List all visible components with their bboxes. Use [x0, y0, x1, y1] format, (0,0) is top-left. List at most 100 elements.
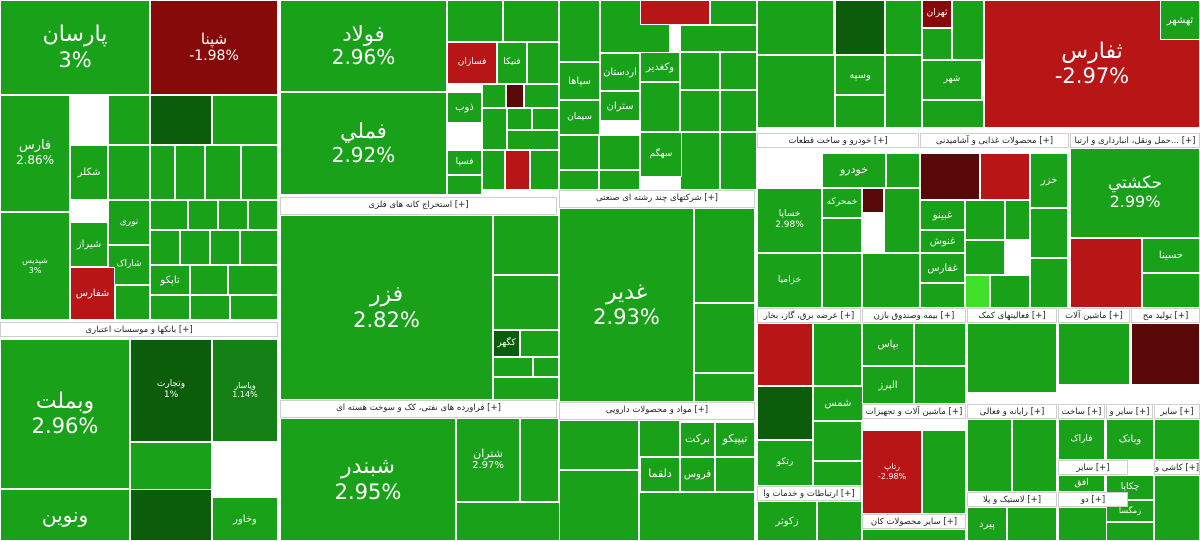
treemap-cell[interactable]	[886, 153, 920, 188]
treemap-cell[interactable]	[822, 218, 862, 253]
treemap-cell[interactable]	[559, 135, 599, 170]
treemap-cell[interactable]	[680, 52, 720, 90]
treemap-cell[interactable]	[1012, 419, 1057, 492]
treemap-cell[interactable]	[1106, 522, 1154, 541]
treemap-cell[interactable]	[241, 145, 278, 200]
treemap-cell[interactable]	[980, 153, 1030, 200]
treemap-cell[interactable]	[1030, 208, 1068, 258]
treemap-cell[interactable]	[835, 0, 885, 55]
treemap-cell[interactable]	[130, 442, 212, 497]
stock-tile[interactable]: سیمان	[559, 100, 600, 135]
stock-tile[interactable]: سپاها	[559, 62, 600, 100]
sector-header[interactable]: ارتباطات و خدمات وا [+]	[757, 486, 861, 501]
treemap-cell[interactable]	[248, 200, 278, 230]
treemap-cell[interactable]	[965, 200, 1005, 240]
stock-tile[interactable]: فولاد 2.96%	[280, 0, 447, 92]
stock-tile[interactable]: خمحرکه	[822, 188, 862, 218]
sector-header[interactable]: تولید مح [+]	[1131, 308, 1200, 323]
stock-tile[interactable]: وسپه	[835, 55, 885, 95]
treemap-cell[interactable]	[694, 208, 755, 303]
stock-tile[interactable]: وبملت 2.96%	[0, 339, 130, 489]
treemap-cell[interactable]	[493, 357, 533, 377]
stock-tile[interactable]: فنيكا	[497, 42, 527, 84]
treemap-cell[interactable]	[150, 95, 212, 145]
treemap-cell[interactable]	[680, 132, 720, 190]
sector-header[interactable]: رایانه و فعالی [+]	[967, 404, 1057, 419]
treemap-cell[interactable]	[212, 95, 278, 145]
treemap-cell[interactable]	[720, 90, 757, 132]
stock-tile[interactable]: شبندر 2.95%	[280, 418, 456, 541]
treemap-cell[interactable]	[482, 84, 506, 108]
treemap-cell[interactable]	[230, 295, 278, 320]
sector-header[interactable]: ساخت [+]	[1058, 404, 1105, 419]
stock-tile[interactable]: وکغدیر	[640, 52, 680, 82]
stock-tile[interactable]: ذوب	[447, 92, 482, 123]
stock-tile[interactable]: خساپا 2.98%	[757, 188, 822, 253]
treemap-cell[interactable]	[1005, 200, 1030, 240]
treemap-cell[interactable]	[493, 275, 559, 330]
treemap-cell[interactable]	[965, 275, 990, 308]
treemap-cell[interactable]	[862, 529, 966, 541]
sector-header[interactable]: سایر [+]	[1154, 404, 1200, 419]
treemap-cell[interactable]	[822, 253, 862, 308]
stock-tile[interactable]: کگهر	[493, 330, 520, 357]
treemap-cell[interactable]	[190, 295, 230, 320]
treemap-cell[interactable]	[922, 100, 984, 128]
stock-tile[interactable]: سهگم	[640, 132, 682, 177]
treemap-cell[interactable]	[1142, 273, 1200, 308]
treemap-cell[interactable]	[757, 323, 813, 386]
stock-tile[interactable]: ثهشهر	[1160, 0, 1200, 40]
treemap-cell[interactable]	[1030, 258, 1068, 308]
treemap-cell[interactable]	[885, 0, 922, 55]
sector-header[interactable]: عرضه برق، گاز، بخار [+]	[757, 308, 861, 323]
treemap-cell[interactable]	[639, 492, 755, 541]
stock-tile[interactable]: رتاپ -2.98%	[862, 430, 922, 514]
treemap-cell[interactable]	[532, 108, 559, 130]
treemap-cell[interactable]	[639, 420, 680, 457]
stock-tile[interactable]: فارس 2.86%	[0, 95, 70, 212]
treemap-cell[interactable]	[493, 377, 559, 400]
treemap-cell[interactable]	[180, 230, 210, 265]
sector-header[interactable]: شرکتهای چند رشته ای صنعتی [+]	[559, 190, 755, 208]
treemap-cell[interactable]	[680, 25, 757, 52]
stock-tile[interactable]: وتجارت 1%	[130, 339, 212, 442]
sector-header[interactable]: دو [+]	[1058, 492, 1128, 507]
treemap-cell[interactable]	[456, 502, 560, 541]
treemap-cell[interactable]	[530, 150, 559, 190]
treemap-cell[interactable]	[559, 0, 600, 62]
stock-tile[interactable]: غبینو	[920, 200, 965, 230]
treemap-cell[interactable]	[757, 386, 813, 440]
sector-header[interactable]: سایر محصولات کان [+]	[862, 514, 966, 529]
treemap-cell[interactable]	[175, 145, 205, 200]
treemap-cell[interactable]	[559, 420, 639, 470]
treemap-cell[interactable]	[228, 265, 278, 295]
treemap-cell[interactable]	[1154, 419, 1200, 460]
treemap-cell[interactable]	[862, 253, 920, 308]
treemap-cell[interactable]	[218, 200, 248, 230]
stock-tile[interactable]: فزر 2.82%	[280, 215, 493, 400]
stock-tile[interactable]: زکوثر	[757, 501, 817, 541]
stock-tile[interactable]: شکلر	[70, 145, 108, 200]
sector-header[interactable]: کاشی و [+]	[1154, 460, 1200, 475]
treemap-cell[interactable]	[694, 373, 755, 402]
treemap-cell[interactable]	[482, 108, 507, 150]
stock-tile[interactable]: خزامیا	[757, 253, 822, 308]
sector-header[interactable]: حمل ونقل، انبارداری و ارتبا... [+]	[1070, 133, 1200, 148]
stock-tile[interactable]: دلقما	[640, 457, 680, 492]
treemap-cell[interactable]	[524, 84, 559, 108]
treemap-cell[interactable]	[967, 323, 1057, 393]
stock-tile[interactable]: شپدیس 3%	[0, 212, 70, 320]
sector-header[interactable]: فراورده های نفتی، کک و سوخت هسته ای [+]	[280, 400, 557, 418]
stock-tile[interactable]: غنوش	[920, 230, 965, 253]
treemap-cell[interactable]	[813, 461, 862, 486]
stock-tile[interactable]: البرز	[862, 366, 914, 404]
treemap-cell[interactable]	[108, 145, 150, 200]
treemap-cell[interactable]	[115, 285, 150, 320]
treemap-cell[interactable]	[835, 95, 885, 128]
stock-tile[interactable]: فاراک	[1058, 419, 1105, 460]
stock-tile[interactable]: حسینا	[1142, 238, 1200, 273]
treemap-cell[interactable]	[990, 275, 1030, 308]
treemap-cell[interactable]	[914, 366, 966, 404]
stock-tile[interactable]: وبانک	[1106, 419, 1154, 460]
treemap-cell[interactable]	[150, 145, 175, 200]
